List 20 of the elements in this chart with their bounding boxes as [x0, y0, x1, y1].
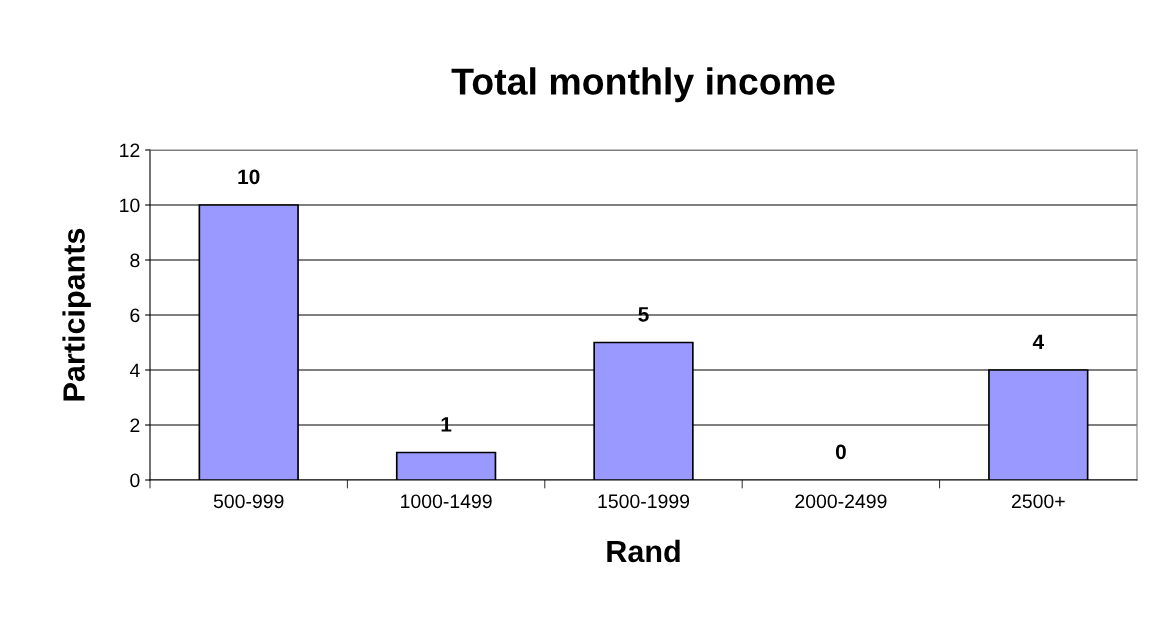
data-label: 10 — [238, 169, 260, 185]
x-tick-label: 1000-1499 — [401, 494, 492, 509]
x-axis-title: Rand — [607, 539, 680, 563]
y-tick-label: 8 — [130, 253, 140, 268]
y-tick-label: 6 — [130, 308, 140, 323]
data-label: 1 — [441, 417, 452, 432]
x-tick-label: 1500-1999 — [598, 494, 690, 509]
y-tick-label: 10 — [120, 198, 140, 213]
y-tick-label: 0 — [130, 473, 140, 488]
x-tick-label: 2000-2499 — [795, 494, 887, 509]
y-tick-label: 12 — [120, 143, 140, 158]
y-axis-title: Participants — [62, 228, 91, 401]
data-label: 4 — [1032, 334, 1044, 350]
data-label: 5 — [638, 307, 649, 322]
x-tick-label: 500-999 — [213, 494, 284, 509]
chart-title: Total monthly income — [451, 67, 835, 103]
y-tick-label: 2 — [130, 418, 140, 433]
x-tick-label: 2500+ — [1011, 494, 1065, 509]
data-label: 0 — [835, 444, 846, 460]
y-tick-label: 4 — [129, 363, 140, 378]
